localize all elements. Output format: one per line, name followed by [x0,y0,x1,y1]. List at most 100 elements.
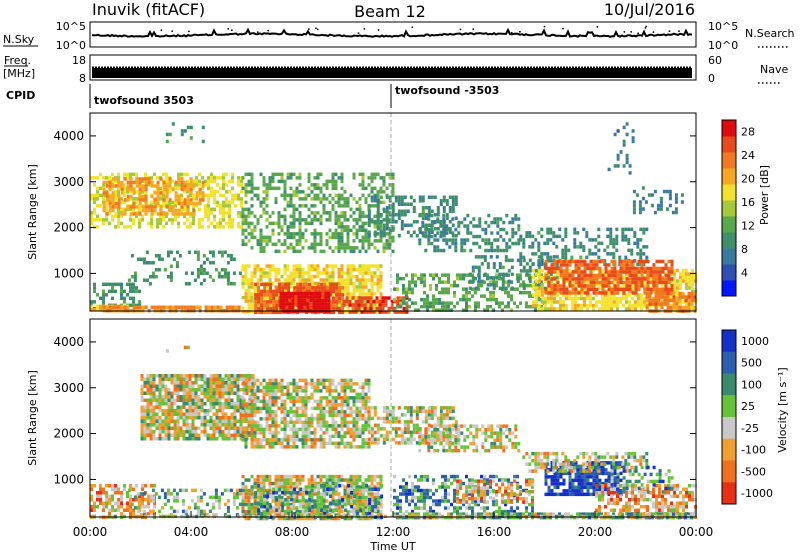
heatmap-cell [522,245,526,249]
heatmap-cell [292,218,296,222]
heatmap-cell [177,208,181,213]
heatmap-cell [129,194,133,199]
heatmap-cell [340,204,344,208]
heatmap-cell [442,227,446,232]
heatmap-cell [664,287,668,292]
heatmap-cell [289,200,293,205]
heatmap-cell [280,193,284,198]
heatmap-cell [571,259,575,264]
heatmap-cell [358,211,362,215]
heatmap-cell [294,295,298,299]
heatmap-cell [219,225,222,229]
heatmap-cell [331,176,335,180]
heatmap-cell [358,172,362,177]
heatmap-cell [173,423,177,427]
heatmap-cell [364,197,368,201]
heatmap-cell [193,250,197,254]
heatmap-cell [152,395,156,399]
heatmap-cell [364,264,368,268]
heatmap-cell [638,200,642,204]
heatmap-cell [460,241,464,246]
heatmap-cell [269,289,273,294]
heatmap-cell [213,207,216,212]
nsearch-point [645,25,648,28]
heatmap-cell [188,384,192,388]
heatmap-cell [402,276,405,281]
heatmap-cell [239,398,243,402]
heatmap-cell [632,210,636,215]
heatmap-cell [550,284,554,288]
heatmap-cell [142,278,146,282]
heatmap-cell [373,214,377,219]
heatmap-cell [229,254,233,258]
heatmap-cell [189,212,193,216]
heatmap-cell [376,288,380,293]
heatmap-cell [322,267,326,272]
heatmap-cell [429,283,432,288]
heatmap-cell [630,307,634,311]
heatmap-cell [338,310,342,315]
heatmap-cell [568,259,572,264]
heatmap-cell [366,299,370,304]
heatmap-cell [99,304,102,309]
heatmap-cell [179,405,183,409]
heatmap-cell [123,208,127,213]
heatmap-cell [180,180,184,185]
heatmap-cell [441,301,444,305]
heatmap-cell [204,305,208,309]
heatmap-cell [247,399,251,404]
heatmap-cell [367,230,371,234]
heatmap-cell [408,283,411,288]
heatmap-cell [573,282,577,287]
heatmap-cell [379,190,383,194]
heatmap-cell [117,282,120,287]
heatmap-cell [220,254,224,258]
heatmap-cell [135,172,138,177]
heatmap-cell [197,426,201,430]
heatmap-cell [222,211,225,215]
heatmap-cell [310,221,314,226]
heatmap-cell [474,304,477,309]
heatmap-cell [396,299,400,304]
heatmap-cell [126,293,129,297]
heatmap-cell [186,201,190,206]
heatmap-cell [388,195,392,199]
nsearch-point [171,30,174,32]
heatmap-cell [153,184,157,188]
heatmap-cell [179,374,183,378]
heatmap-cell [382,227,386,231]
heatmap-cell [588,296,592,301]
heatmap-cell [337,221,341,226]
heatmap-cell [492,280,495,284]
heatmap-cell [621,234,625,239]
heatmap-cell [271,264,275,268]
heatmap-cell [400,220,404,224]
heatmap-cell [652,270,656,274]
heatmap-cell [177,177,181,181]
heatmap-cell [241,274,245,279]
heatmap-cell [161,430,165,434]
heatmap-cell [186,218,189,222]
heatmap-cell [114,305,118,309]
heatmap-cell [176,377,180,381]
beam-title: Beam 12 [354,2,426,21]
heatmap-cell [292,211,296,215]
heatmap-cell [600,303,604,308]
heatmap-cell [138,303,141,308]
heatmap-cell [583,259,587,264]
heatmap-cell [245,374,249,378]
heatmap-cell [312,295,316,299]
heatmap-cell [90,218,93,222]
heatmap-cell [418,230,422,234]
heatmap-cell [355,228,359,233]
heatmap-cell [565,287,569,292]
heatmap-cell [573,296,577,301]
heatmap-cell [352,239,356,243]
heatmap-cell [367,292,371,296]
heatmap-cell [373,302,377,307]
heatmap-cell [354,306,358,311]
heatmap-cell [490,220,494,225]
heatmap-cell [631,139,635,144]
heatmap-cell [263,310,267,315]
heatmap-cell [343,249,347,254]
